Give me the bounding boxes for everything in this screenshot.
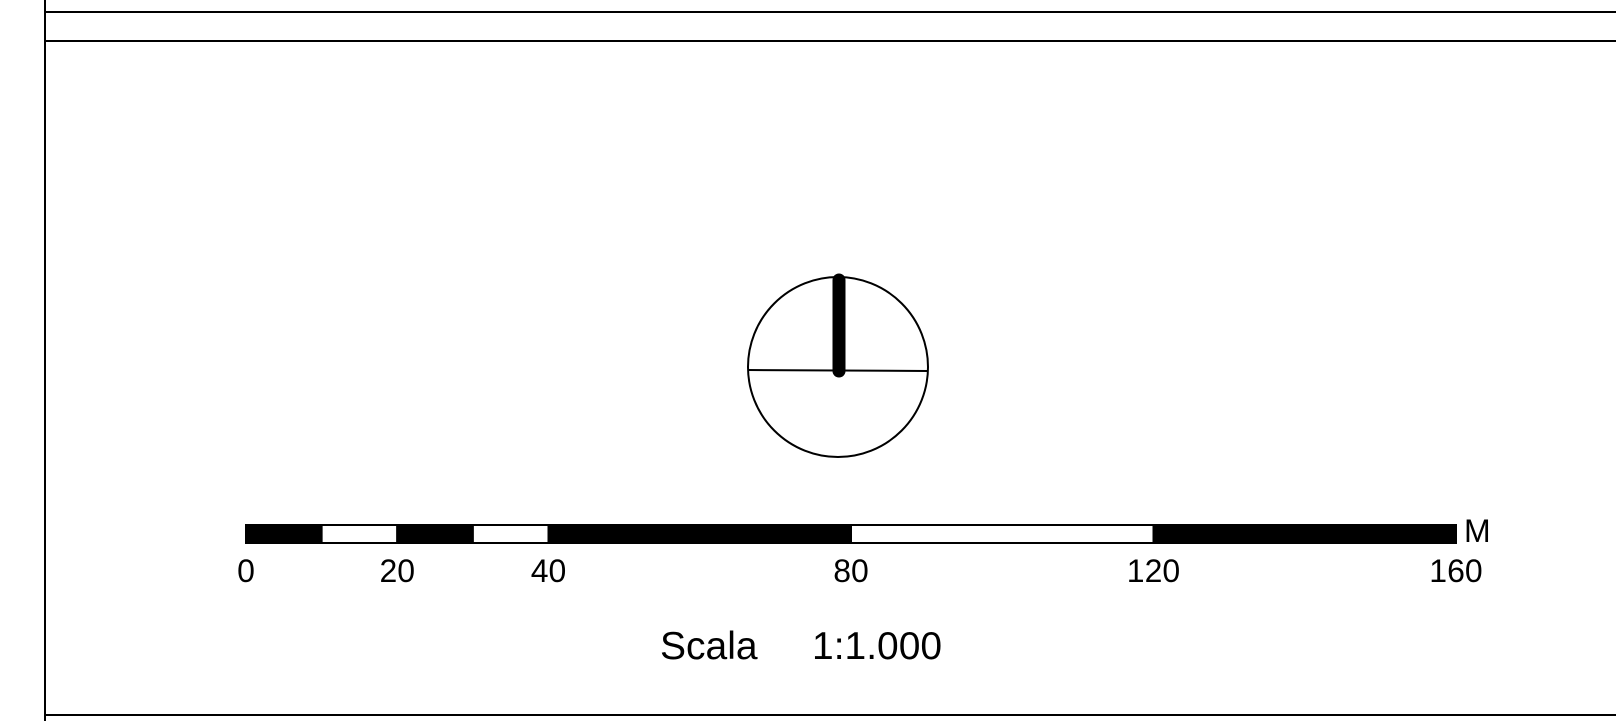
scale-caption-ratio: 1:1.000 — [812, 625, 942, 668]
scale-bar-segment — [1152, 524, 1457, 544]
scale-bar-segment — [471, 524, 550, 544]
scale-bar-segment — [850, 524, 1155, 544]
scale-tick-label: 40 — [531, 553, 567, 589]
scale-tick-label: 120 — [1127, 553, 1180, 589]
scale-bar-segment — [320, 524, 399, 544]
sheet-frame — [44, 0, 1616, 721]
north-arrow-icon — [747, 273, 929, 458]
scale-tick-label: 80 — [833, 553, 869, 589]
scale-bar-segment — [396, 524, 474, 544]
scale-bar-segment — [547, 524, 852, 544]
scale-bar: 0 20 40 80 120 160 M — [237, 513, 1491, 589]
scale-unit-label: M — [1464, 513, 1491, 549]
scale-tick-label: 160 — [1429, 553, 1482, 589]
scale-bar-segment — [245, 524, 323, 544]
scale-caption-label: Scala — [660, 625, 758, 668]
scale-tick-label: 0 — [237, 553, 255, 589]
scale-tick-label: 20 — [379, 553, 415, 589]
